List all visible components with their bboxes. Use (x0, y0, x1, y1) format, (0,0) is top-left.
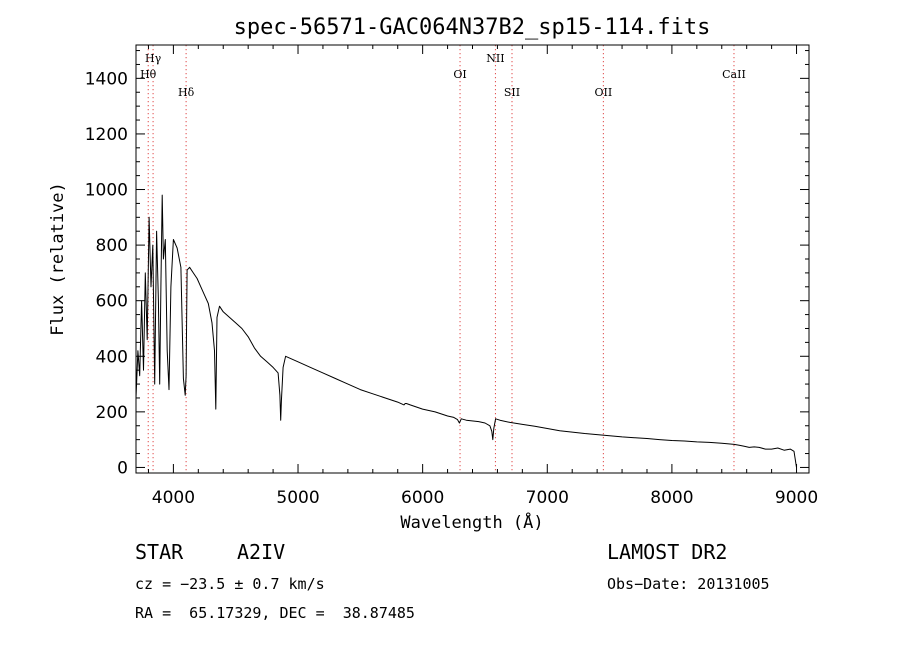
line-marker-label: CaII (722, 68, 746, 81)
line-marker-label: OII (595, 86, 613, 99)
emission-line-markers: Hγ Hθ Hδ OI NII SII OII CaII (140, 45, 746, 473)
line-marker-label: OI (453, 68, 466, 81)
coordinates-text: RA = 65.17329, DEC = 38.87485 (135, 604, 415, 622)
y-tick-label: 200 (96, 403, 128, 423)
spectrum-series (135, 194, 797, 468)
object-subclass: A2IV (237, 540, 286, 564)
x-tick-label: 9000 (775, 488, 818, 508)
spectrum-chart: spec-56571-GAC064N37B2_sp15-114.fits HγH… (48, 15, 818, 533)
y-tick-label: 0 (117, 458, 128, 478)
y-tick-label: 400 (96, 347, 128, 367)
survey-label: LAMOST DR2 (607, 540, 728, 564)
plot-frame (135, 44, 810, 474)
chart-title: spec-56571-GAC064N37B2_sp15-114.fits (234, 15, 711, 40)
spectrum-line-0 (135, 194, 797, 468)
observation-date: Obs−Date: 20131005 (607, 575, 770, 593)
line-marker-label: NII (486, 52, 504, 65)
y-tick-label: 1400 (85, 69, 128, 89)
object-class: STAR (135, 540, 184, 564)
x-axis-ticks: 4000 5000 6000 7000 8000 9000 (147, 45, 818, 508)
x-tick-label: 8000 (650, 488, 693, 508)
line-marker-label: Hγ (145, 52, 162, 65)
redshift-text: cz = −23.5 ± 0.7 km/s (135, 575, 325, 593)
x-tick-label: 4000 (152, 488, 195, 508)
y-tick-label: 800 (96, 236, 128, 256)
x-tick-label: 6000 (401, 488, 444, 508)
x-tick-label: 5000 (276, 488, 319, 508)
line-marker-label: SII (504, 86, 520, 99)
y-axis-ticks: 0 200 400 600 800 1000 1200 1400 (85, 50, 809, 478)
y-tick-label: 600 (96, 292, 128, 312)
y-tick-label: 1000 (85, 181, 128, 201)
line-marker-label: Hδ (178, 86, 195, 99)
x-tick-label: 7000 (526, 488, 569, 508)
y-tick-label: 1200 (85, 125, 128, 145)
line-marker-label: Hθ (140, 68, 157, 81)
y-axis-label: Flux (relative) (48, 182, 68, 336)
x-axis-label: Wavelength (Å) (400, 511, 543, 533)
